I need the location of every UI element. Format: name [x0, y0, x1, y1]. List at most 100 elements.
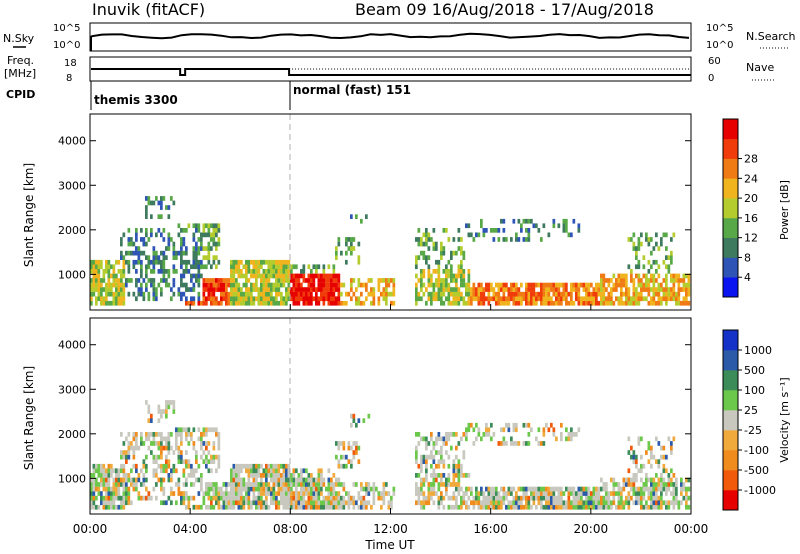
- power-cell: [355, 300, 358, 306]
- power-cell: [492, 287, 496, 292]
- colorbar-tick-label: -100: [744, 444, 769, 457]
- power-cell: [320, 296, 323, 302]
- power-cell: [230, 259, 233, 265]
- power-cell: [120, 273, 123, 279]
- velocity-cell: [552, 504, 556, 510]
- power-cell: [335, 250, 338, 256]
- power-cell: [665, 278, 668, 283]
- velocity-cell: [220, 491, 223, 496]
- velocity-cell: [280, 495, 283, 501]
- velocity-cell: [487, 500, 491, 506]
- velocity-cell: [240, 482, 243, 487]
- power-cell: [325, 282, 328, 288]
- velocity-cell: [272, 477, 276, 483]
- velocity-cell: [332, 486, 336, 492]
- power-cell: [450, 250, 453, 256]
- velocity-cell: [147, 404, 151, 410]
- velocity-cell: [460, 436, 463, 442]
- velocity-cell: [425, 441, 428, 446]
- velocity-cell: [537, 491, 541, 496]
- velocity-cell: [447, 482, 451, 487]
- power-cell: [107, 287, 111, 292]
- velocity-cell: [150, 418, 153, 423]
- power-cell: [650, 264, 653, 270]
- power-cell: [530, 218, 533, 224]
- power-cell: [525, 287, 528, 292]
- velocity-cell: [270, 463, 273, 469]
- velocity-cell: [180, 432, 183, 437]
- power-cell: [527, 228, 531, 233]
- power-cell: [152, 282, 156, 288]
- power-cell: [512, 287, 516, 292]
- power-cell: [450, 291, 453, 297]
- power-cell: [600, 300, 603, 306]
- power-cell: [462, 255, 466, 260]
- power-cell: [285, 300, 288, 306]
- power-cell: [467, 282, 471, 288]
- power-cell: [440, 241, 443, 247]
- velocity-cell: [135, 482, 138, 487]
- power-cell: [457, 287, 461, 292]
- velocity-cell: [460, 504, 463, 510]
- velocity-cell: [277, 473, 281, 478]
- velocity-cell: [180, 454, 183, 460]
- velocity-cell: [312, 482, 316, 487]
- power-cell: [122, 232, 126, 238]
- power-cell: [172, 278, 176, 283]
- power-cell: [392, 287, 396, 292]
- nave-label: Nave: [746, 61, 774, 74]
- velocity-cell: [135, 477, 138, 483]
- power-cell: [202, 287, 206, 292]
- power-cell: [575, 287, 578, 292]
- velocity-cell: [285, 482, 288, 487]
- power-cell: [232, 296, 236, 302]
- power-cell: [255, 296, 258, 302]
- velocity-cell: [140, 432, 143, 437]
- velocity-cell: [257, 491, 261, 496]
- velocity-cell: [675, 482, 678, 487]
- power-cell: [235, 287, 238, 292]
- velocity-cell: [232, 482, 236, 487]
- velocity-cell: [110, 495, 113, 501]
- power-cell: [622, 300, 626, 306]
- velocity-cell: [202, 432, 206, 437]
- velocity-cell: [122, 468, 126, 474]
- power-cell: [190, 273, 193, 279]
- power-cell: [640, 278, 643, 283]
- velocity-cell: [250, 468, 253, 474]
- velocity-cell: [582, 504, 586, 510]
- velocity-cell: [637, 468, 641, 474]
- velocity-cell: [275, 491, 278, 496]
- velocity-cell: [237, 500, 241, 506]
- power-cell: [537, 296, 541, 302]
- velocity-cell: [465, 436, 468, 442]
- power-cell: [357, 241, 361, 247]
- velocity-cell: [570, 436, 573, 442]
- velocity-cell: [430, 491, 433, 496]
- velocity-cell: [117, 495, 121, 501]
- velocity-cell: [500, 441, 503, 446]
- power-cell: [662, 291, 666, 297]
- power-cell: [192, 246, 196, 251]
- velocity-cell: [420, 504, 423, 510]
- velocity-cell: [280, 473, 283, 478]
- power-cell: [597, 300, 601, 306]
- power-cell: [192, 264, 196, 270]
- velocity-cell: [235, 491, 238, 496]
- power-cell: [145, 287, 148, 292]
- power-cell: [667, 269, 671, 274]
- power-cell: [465, 300, 468, 306]
- power-cell: [257, 259, 261, 265]
- power-cell: [145, 269, 148, 274]
- velocity-cell: [567, 432, 571, 437]
- power-cell: [637, 241, 641, 247]
- power-cell: [577, 282, 581, 288]
- velocity-cell: [335, 495, 338, 501]
- power-cell: [582, 296, 586, 302]
- velocity-cell: [100, 473, 103, 478]
- power-cell: [480, 296, 483, 302]
- velocity-cell: [330, 486, 333, 492]
- velocity-cell: [597, 491, 601, 496]
- velocity-cell: [162, 436, 166, 442]
- velocity-cell: [535, 491, 538, 496]
